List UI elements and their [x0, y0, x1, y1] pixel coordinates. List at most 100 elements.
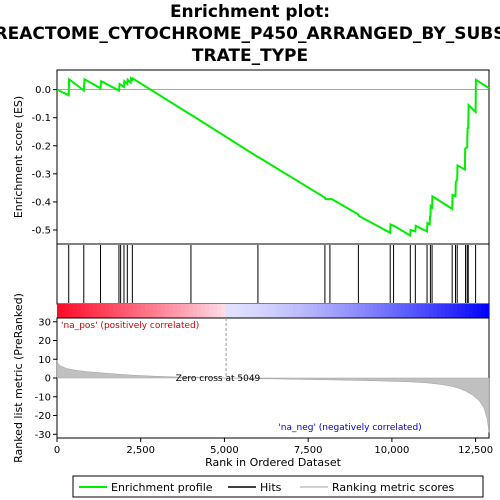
color-bar-segment — [229, 304, 234, 318]
ranked-y-tick-label: 30 — [38, 317, 51, 328]
color-bar-segment — [445, 304, 450, 318]
es-y-label: Enrichment score (ES) — [12, 96, 25, 218]
es-y-tick-label: -0.4 — [31, 197, 51, 208]
color-bar-segment — [401, 304, 406, 318]
color-bar-segment — [113, 304, 118, 318]
color-bar-segment — [201, 304, 206, 318]
title-line-2: REACTOME_CYTOCHROME_P450_ARRANGED_BY_SUB… — [0, 24, 500, 44]
color-bar-segment — [485, 304, 490, 318]
color-bar-segment — [185, 304, 190, 318]
color-bar-segment — [309, 304, 314, 318]
color-bar-segment — [149, 304, 154, 318]
color-bar-segment — [361, 304, 366, 318]
zero-cross-label: Zero cross at 5049 — [176, 374, 261, 384]
color-bar-segment — [193, 304, 198, 318]
color-bar-segment — [385, 304, 390, 318]
color-bar-segment — [181, 304, 186, 318]
color-bar-segment — [429, 304, 434, 318]
color-bar-segment — [77, 304, 82, 318]
color-bar-segment — [245, 304, 250, 318]
color-bar-segment — [293, 304, 298, 318]
color-bar-segment — [353, 304, 358, 318]
ranked-y-tick-label: -20 — [35, 411, 51, 422]
color-bar-segment — [321, 304, 326, 318]
legend-box — [72, 475, 484, 498]
color-bar-segment — [469, 304, 474, 318]
legend-label-ranking: Ranking metric scores — [332, 481, 454, 494]
color-bar-segment — [249, 304, 254, 318]
color-bar-segment — [457, 304, 462, 318]
color-bar-segment — [373, 304, 378, 318]
color-bar-segment — [273, 304, 278, 318]
color-bar-segment — [421, 304, 426, 318]
color-bar-segment — [105, 304, 110, 318]
es-y-axis: 0.0 -0.1 -0.2 -0.3 -0.4 -0.5 — [31, 85, 57, 236]
color-bar-segment — [261, 304, 266, 318]
color-bar-segment — [161, 304, 166, 318]
ranked-y-tick-label: 10 — [38, 355, 51, 366]
color-bar-segment — [253, 304, 258, 318]
color-bar-segment — [381, 304, 386, 318]
color-bar-segment — [329, 304, 334, 318]
x-tick-label: 0 — [54, 445, 60, 456]
x-tick-label: 10,000 — [374, 445, 409, 456]
ranking-metric-area — [56, 360, 490, 433]
enrichment-profile-line — [56, 76, 490, 238]
legend-label-hits: Hits — [260, 481, 282, 494]
color-bar-segment — [221, 304, 226, 318]
color-bar-segment — [441, 304, 446, 318]
color-bar-segment — [137, 304, 142, 318]
es-y-tick-label: -0.1 — [31, 113, 51, 124]
color-bar-segment — [177, 304, 182, 318]
color-bar-segment — [93, 304, 98, 318]
color-bar-segment — [205, 304, 210, 318]
color-bar-segment — [369, 304, 374, 318]
color-bar-segment — [333, 304, 338, 318]
color-bar-segment — [285, 304, 290, 318]
color-bar-segment — [289, 304, 294, 318]
color-bar-segment — [345, 304, 350, 318]
color-bar-segment — [341, 304, 346, 318]
positive-label: 'na_pos' (positively correlated) — [61, 321, 199, 331]
color-bar-segment — [297, 304, 302, 318]
color-bar-segment — [225, 304, 230, 318]
color-bar-segment — [433, 304, 438, 318]
color-bar-segment — [437, 304, 442, 318]
color-bar-segment — [189, 304, 194, 318]
color-bar-segment — [109, 304, 114, 318]
color-bar-segment — [241, 304, 246, 318]
color-bar-segment — [481, 304, 486, 318]
legend-label-enrichment: Enrichment profile — [111, 481, 213, 494]
es-y-tick-label: -0.5 — [31, 225, 51, 236]
color-bar-segment — [337, 304, 342, 318]
ranked-y-label: Ranked list metric (PreRanked) — [12, 293, 25, 463]
color-bar-segment — [397, 304, 402, 318]
color-bar-segment — [473, 304, 478, 318]
x-tick-label: 2,500 — [126, 445, 155, 456]
x-tick-label: 5,000 — [210, 445, 239, 456]
color-bar-segment — [269, 304, 274, 318]
color-bar-segment — [413, 304, 418, 318]
color-bar-segment — [89, 304, 94, 318]
color-bar-segment — [117, 304, 122, 318]
color-bar-segment — [145, 304, 150, 318]
color-bar-segment — [169, 304, 174, 318]
color-bar-segment — [409, 304, 414, 318]
color-bar-segment — [81, 304, 86, 318]
color-bar-segment — [101, 304, 106, 318]
color-bar-segment — [121, 304, 126, 318]
color-bar-segment — [325, 304, 330, 318]
color-bar-segment — [133, 304, 138, 318]
color-bar-segment — [165, 304, 170, 318]
color-bar-segment — [97, 304, 102, 318]
color-bar-segment — [157, 304, 162, 318]
es-y-tick-label: -0.3 — [31, 169, 51, 180]
es-y-tick-label: 0.0 — [35, 85, 51, 96]
title-line-3: TRATE_TYPE — [192, 46, 308, 66]
color-bar-segment — [317, 304, 322, 318]
ranked-y-axis: 30 20 10 0 -10 -20 -30 — [35, 317, 57, 441]
color-bar-segment — [465, 304, 470, 318]
color-bar-segment — [57, 304, 62, 318]
color-bar-segment — [301, 304, 306, 318]
color-bar-segment — [233, 304, 238, 318]
